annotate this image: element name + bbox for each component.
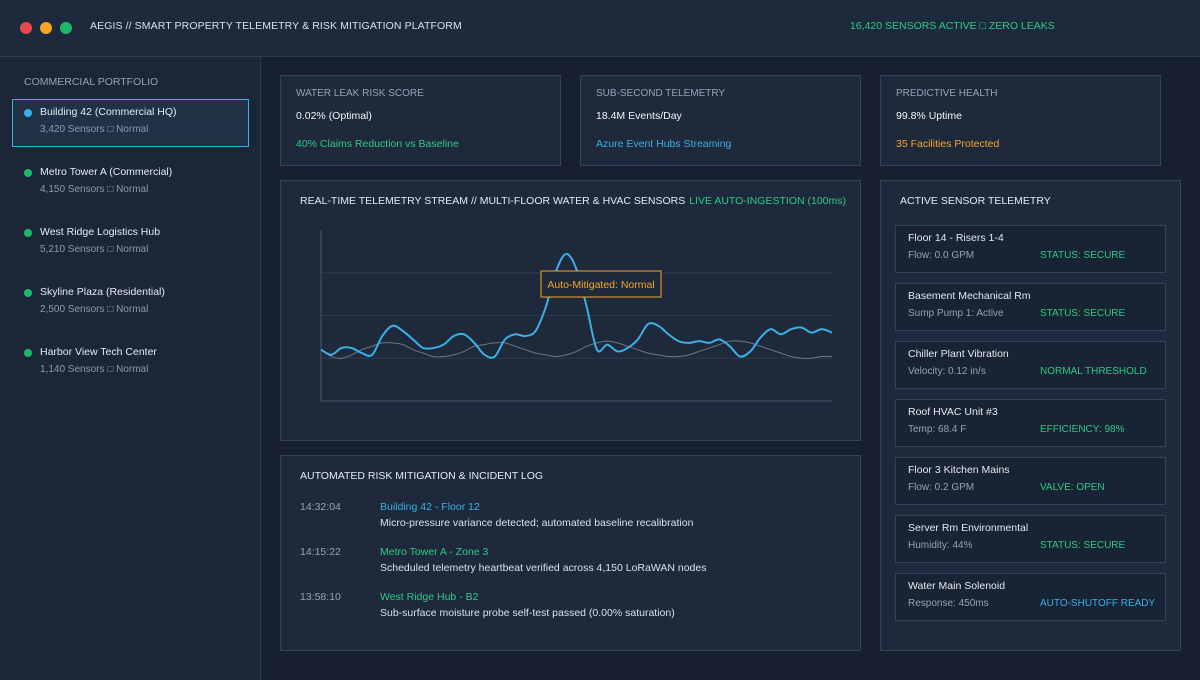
kpi-value: 18.4M Events/Day — [596, 110, 682, 122]
log-source-link[interactable]: Metro Tower A - Zone 3 — [380, 546, 489, 558]
property-name: West Ridge Logistics Hub — [40, 226, 161, 238]
log-title: AUTOMATED RISK MITIGATION & INCIDENT LOG — [300, 470, 544, 482]
property-item-skyline-plaza[interactable]: Skyline Plaza (Residential) 2,500 Sensor… — [12, 279, 249, 327]
kpi-note: Azure Event Hubs Streaming — [596, 138, 732, 150]
sensor-name: Basement Mechanical Rm — [908, 290, 1031, 302]
kpi-label: PREDICTIVE HEALTH — [896, 88, 998, 99]
property-sensor-count: 3,420 Sensors □ Normal — [40, 124, 149, 135]
property-name: Metro Tower A (Commercial) — [40, 166, 173, 178]
log-entry[interactable]: 14:32:04 Building 42 - Floor 12 Micro-pr… — [300, 501, 840, 541]
property-item-metro-tower-a[interactable]: Metro Tower A (Commercial) 4,150 Sensors… — [12, 159, 249, 207]
sensor-card[interactable]: Floor 14 - Risers 1-4 Flow: 0.0 GPM STAT… — [895, 225, 1166, 273]
sensor-card[interactable]: Floor 3 Kitchen Mains Flow: 0.2 GPM VALV… — [895, 457, 1166, 505]
sensor-status: STATUS: SECURE — [1040, 250, 1126, 261]
telemetry-chart-panel: REAL-TIME TELEMETRY STREAM // MULTI-FLOO… — [280, 180, 861, 441]
sensor-card[interactable]: Basement Mechanical Rm Sump Pump 1: Acti… — [895, 283, 1166, 331]
sensor-status: AUTO-SHUTOFF READY — [1040, 598, 1156, 609]
sensor-telemetry-panel: ACTIVE SENSOR TELEMETRY Floor 14 - Riser… — [880, 180, 1181, 651]
minimize-window-button[interactable] — [40, 22, 52, 34]
sensor-name: Water Main Solenoid — [908, 580, 1006, 592]
log-message: Scheduled telemetry heartbeat verified a… — [380, 562, 707, 574]
property-name: Harbor View Tech Center — [40, 346, 157, 358]
series-line-primary — [320, 252, 833, 359]
log-message: Micro-pressure variance detected; automa… — [380, 517, 694, 529]
log-entry[interactable]: 13:58:10 West Ridge Hub - B2 Sub-surface… — [300, 591, 840, 631]
sensor-reading: Temp: 68.4 F — [908, 424, 967, 435]
sensor-status: STATUS: SECURE — [1040, 540, 1126, 551]
property-item-harbor-view[interactable]: Harbor View Tech Center 1,140 Sensors □ … — [12, 339, 249, 387]
log-source-link[interactable]: West Ridge Hub - B2 — [380, 591, 479, 603]
sensor-reading: Flow: 0.2 GPM — [908, 482, 975, 493]
kpi-value: 0.02% (Optimal) — [296, 110, 372, 122]
sensor-reading: Flow: 0.0 GPM — [908, 250, 975, 261]
sensor-card[interactable]: Chiller Plant Vibration Velocity: 0.12 i… — [895, 341, 1166, 389]
sidebar-title: COMMERCIAL PORTFOLIO — [24, 76, 159, 88]
kpi-note: 35 Facilities Protected — [896, 138, 1000, 150]
kpi-value: 99.8% Uptime — [896, 110, 962, 122]
kpi-label: SUB-SECOND TELEMETRY — [596, 88, 726, 99]
app-title: AEGIS // SMART PROPERTY TELEMETRY & RISK… — [90, 20, 462, 32]
property-name: Building 42 (Commercial HQ) — [40, 106, 177, 118]
kpi-note: 40% Claims Reduction vs Baseline — [296, 138, 459, 150]
close-window-button[interactable] — [20, 22, 32, 34]
log-entry[interactable]: 14:15:22 Metro Tower A - Zone 3 Schedule… — [300, 546, 840, 586]
sensor-status: VALVE: OPEN — [1040, 482, 1105, 493]
property-sensor-count: 1,140 Sensors □ Normal — [40, 364, 149, 375]
sensor-name: Server Rm Environmental — [908, 522, 1029, 534]
property-sensor-count: 2,500 Sensors □ Normal — [40, 304, 149, 315]
annotation-box — [540, 270, 662, 298]
sensor-reading: Response: 450ms — [908, 598, 989, 609]
property-sensor-count: 4,150 Sensors □ Normal — [40, 184, 149, 195]
series-line-secondary — [320, 340, 833, 359]
telemetry-line-chart: Auto-Mitigated: Normal — [320, 230, 833, 402]
annotation-callout: Auto-Mitigated: Normal — [540, 270, 662, 298]
sensor-panel-title: ACTIVE SENSOR TELEMETRY — [900, 195, 1051, 207]
property-name: Skyline Plaza (Residential) — [40, 286, 165, 298]
property-sensor-count: 5,210 Sensors □ Normal — [40, 244, 149, 255]
sensor-card[interactable]: Water Main Solenoid Response: 450ms AUTO… — [895, 573, 1166, 621]
status-dot-icon — [24, 109, 32, 117]
log-source-link[interactable]: Building 42 - Floor 12 — [380, 501, 480, 513]
title-bar: AEGIS // SMART PROPERTY TELEMETRY & RISK… — [0, 0, 1200, 57]
log-time: 13:58:10 — [300, 591, 341, 603]
property-item-west-ridge[interactable]: West Ridge Logistics Hub 5,210 Sensors □… — [12, 219, 249, 267]
annotation-label: Auto-Mitigated: Normal — [547, 279, 654, 291]
status-dot-icon — [24, 289, 32, 297]
chart-title: REAL-TIME TELEMETRY STREAM // MULTI-FLOO… — [300, 195, 686, 207]
sensor-status: EFFICIENCY: 98% — [1040, 424, 1125, 435]
sensor-name: Floor 3 Kitchen Mains — [908, 464, 1010, 476]
sensor-name: Roof HVAC Unit #3 — [908, 406, 998, 418]
kpi-card-telemetry: SUB-SECOND TELEMETRY 18.4M Events/Day Az… — [580, 75, 861, 166]
incident-log-panel: AUTOMATED RISK MITIGATION & INCIDENT LOG… — [280, 455, 861, 651]
sensor-status: STATUS: SECURE — [1040, 308, 1126, 319]
property-item-building-42[interactable]: Building 42 (Commercial HQ) 3,420 Sensor… — [12, 99, 249, 147]
sensor-card[interactable]: Server Rm Environmental Humidity: 44% ST… — [895, 515, 1166, 563]
sensor-reading: Sump Pump 1: Active — [908, 308, 1004, 319]
sensor-status: NORMAL THRESHOLD — [1040, 366, 1147, 377]
status-dot-icon — [24, 169, 32, 177]
kpi-card-predictive-health: PREDICTIVE HEALTH 99.8% Uptime 35 Facili… — [880, 75, 1161, 166]
live-ingestion-badge: LIVE AUTO-INGESTION (100ms) — [689, 195, 846, 207]
sensor-reading: Humidity: 44% — [908, 540, 973, 551]
sensor-name: Chiller Plant Vibration — [908, 348, 1009, 360]
kpi-card-leak-risk: WATER LEAK RISK SCORE 0.02% (Optimal) 40… — [280, 75, 561, 166]
sensor-reading: Velocity: 0.12 in/s — [908, 366, 986, 377]
log-time: 14:15:22 — [300, 546, 341, 558]
log-time: 14:32:04 — [300, 501, 341, 513]
log-message: Sub-surface moisture probe self-test pas… — [380, 607, 675, 619]
sensor-name: Floor 14 - Risers 1-4 — [908, 232, 1004, 244]
sidebar: COMMERCIAL PORTFOLIO Building 42 (Commer… — [0, 57, 261, 680]
status-dot-icon — [24, 229, 32, 237]
maximize-window-button[interactable] — [60, 22, 72, 34]
kpi-label: WATER LEAK RISK SCORE — [296, 88, 424, 99]
global-status: 16,420 SENSORS ACTIVE □ ZERO LEAKS — [850, 20, 1055, 32]
sensor-card[interactable]: Roof HVAC Unit #3 Temp: 68.4 F EFFICIENC… — [895, 399, 1166, 447]
status-dot-icon — [24, 349, 32, 357]
